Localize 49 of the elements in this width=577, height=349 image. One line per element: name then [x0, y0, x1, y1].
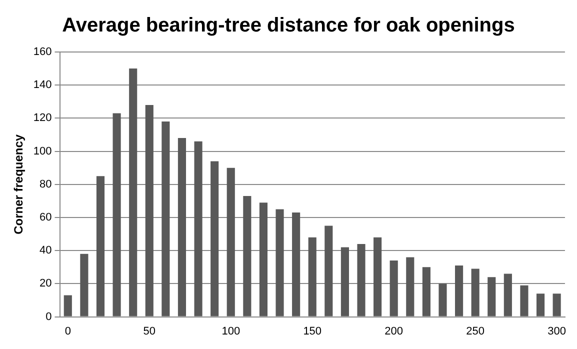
- x-tick-label: 50: [143, 325, 156, 338]
- x-tick-label: 200: [384, 325, 404, 338]
- x-tick-label: 300: [548, 325, 566, 338]
- bar: [471, 268, 480, 316]
- y-axis-title: Corner frequency: [12, 134, 26, 234]
- bar: [210, 161, 219, 316]
- bar: [194, 141, 202, 316]
- x-tick-label: 0: [64, 325, 71, 338]
- bar: [292, 212, 300, 316]
- bar: [243, 196, 252, 316]
- y-tick-label: 140: [33, 79, 52, 92]
- bar: [129, 68, 138, 316]
- bar: [178, 138, 186, 316]
- bar: [357, 244, 366, 316]
- y-tick-label: 160: [33, 46, 52, 58]
- bar: [422, 267, 430, 316]
- bar: [552, 294, 561, 316]
- bar: [324, 226, 333, 316]
- x-tick-label: 100: [222, 325, 240, 338]
- bar: [276, 209, 284, 316]
- chart-title: Average bearing-tree distance for oak openings: [62, 14, 515, 37]
- x-tick-label: 150: [303, 325, 322, 338]
- y-tick-label: 40: [40, 244, 52, 257]
- bar: [226, 168, 235, 316]
- bar: [455, 265, 464, 316]
- bar: [390, 260, 398, 316]
- bar: [536, 294, 545, 316]
- bar: [145, 104, 154, 316]
- bar: [96, 176, 105, 316]
- bar: [374, 237, 382, 316]
- bar: [340, 247, 349, 316]
- bar: [259, 202, 268, 316]
- y-tick-label: 0: [46, 310, 52, 323]
- x-tick-label: 250: [466, 325, 485, 338]
- bar: [308, 237, 316, 316]
- y-tick-label: 100: [33, 145, 52, 158]
- bar: [80, 254, 88, 316]
- bar: [112, 113, 121, 316]
- bar: [162, 122, 170, 316]
- bar: [520, 285, 528, 316]
- bar: [504, 274, 512, 316]
- y-tick-label: 60: [40, 212, 52, 224]
- y-tick-label: 80: [40, 178, 52, 190]
- y-tick-label: 20: [40, 278, 52, 290]
- bar: [406, 257, 414, 316]
- y-tick-label: 120: [33, 112, 52, 124]
- bar: [64, 295, 72, 316]
- bar: [438, 284, 447, 316]
- bar: [488, 277, 496, 316]
